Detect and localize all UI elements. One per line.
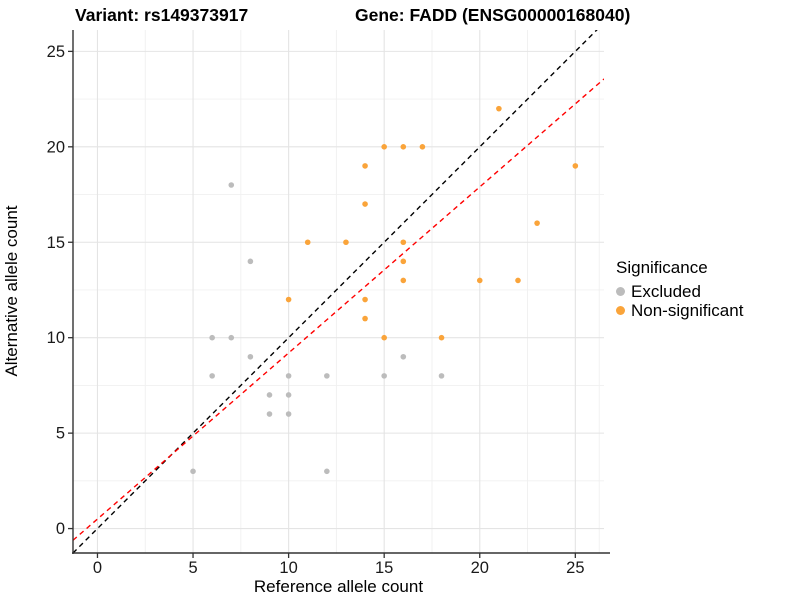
data-point-non-significant bbox=[400, 258, 407, 265]
fit-line bbox=[73, 78, 604, 541]
excluded-swatch-icon bbox=[616, 287, 625, 296]
y-tick-label: 25 bbox=[47, 43, 65, 61]
data-point-non-significant bbox=[476, 277, 483, 284]
reference-lines bbox=[73, 30, 604, 553]
data-points bbox=[190, 105, 579, 475]
legend-item-label: Excluded bbox=[631, 282, 701, 301]
data-point-excluded bbox=[266, 411, 273, 417]
legend: Significance Excluded Non-significant bbox=[616, 258, 743, 321]
data-point-non-significant bbox=[343, 239, 349, 246]
data-point-non-significant bbox=[400, 144, 407, 150]
data-point-non-significant bbox=[515, 277, 521, 284]
grid-minor bbox=[73, 30, 604, 553]
data-point-excluded bbox=[381, 373, 387, 379]
y-tick-label: 20 bbox=[47, 138, 65, 156]
x-tick-label: 20 bbox=[471, 559, 489, 577]
grid-major bbox=[73, 30, 604, 553]
data-point-excluded bbox=[438, 373, 445, 379]
identity-line bbox=[73, 30, 598, 553]
tick-labels: 0 5 10 15 20 25 0 5 10 15 20 25 bbox=[47, 43, 585, 577]
x-tick-label: 15 bbox=[375, 559, 393, 577]
y-tick-label: 10 bbox=[47, 329, 65, 347]
data-point-non-significant bbox=[381, 144, 387, 150]
data-point-non-significant bbox=[285, 296, 292, 303]
data-point-non-significant bbox=[381, 334, 387, 341]
y-axis-title: Alternative allele count bbox=[2, 205, 21, 377]
data-point-non-significant bbox=[362, 296, 368, 303]
x-tick-label: 5 bbox=[188, 559, 197, 577]
plot-title-variant: Variant: rs149373917 bbox=[75, 5, 249, 25]
data-point-excluded bbox=[285, 373, 292, 379]
data-point-excluded bbox=[228, 334, 235, 341]
data-point-excluded bbox=[190, 468, 196, 475]
non-significant-swatch-icon bbox=[616, 306, 625, 315]
x-axis-title: Reference allele count bbox=[253, 577, 424, 596]
data-point-non-significant bbox=[419, 144, 426, 150]
data-point-excluded bbox=[228, 182, 235, 188]
data-point-excluded bbox=[400, 353, 407, 360]
axis-lines bbox=[72, 30, 610, 554]
data-point-non-significant bbox=[572, 163, 579, 169]
x-tick-label: 10 bbox=[279, 559, 297, 577]
plot-title-gene: Gene: FADD (ENSG00000168040) bbox=[355, 5, 631, 25]
data-point-non-significant bbox=[438, 334, 445, 341]
y-tick-label: 15 bbox=[47, 234, 65, 252]
data-point-non-significant bbox=[400, 239, 407, 246]
data-point-excluded bbox=[324, 468, 330, 475]
legend-item-label: Non-significant bbox=[631, 301, 744, 320]
y-tick-label: 5 bbox=[56, 425, 65, 443]
data-point-excluded bbox=[285, 392, 292, 398]
data-point-non-significant bbox=[496, 105, 502, 112]
data-point-non-significant bbox=[362, 201, 368, 207]
data-point-excluded bbox=[247, 353, 254, 360]
x-tick-label: 25 bbox=[566, 559, 584, 577]
data-point-excluded bbox=[324, 373, 330, 379]
legend-item-non-significant: Non-significant bbox=[616, 302, 743, 319]
legend-title: Significance bbox=[616, 258, 708, 277]
data-point-excluded bbox=[209, 334, 215, 341]
x-tick-label: 0 bbox=[93, 559, 102, 577]
data-point-excluded bbox=[247, 258, 254, 265]
data-point-non-significant bbox=[534, 220, 540, 226]
data-point-excluded bbox=[209, 373, 215, 379]
data-point-non-significant bbox=[304, 239, 311, 246]
data-point-non-significant bbox=[362, 163, 368, 169]
data-point-non-significant bbox=[362, 315, 368, 322]
legend-item-excluded: Excluded bbox=[616, 283, 743, 300]
tick-marks bbox=[68, 50, 576, 558]
y-tick-label: 0 bbox=[56, 520, 65, 538]
data-point-non-significant bbox=[400, 277, 407, 284]
data-point-excluded bbox=[266, 392, 273, 398]
data-point-excluded bbox=[285, 411, 292, 417]
